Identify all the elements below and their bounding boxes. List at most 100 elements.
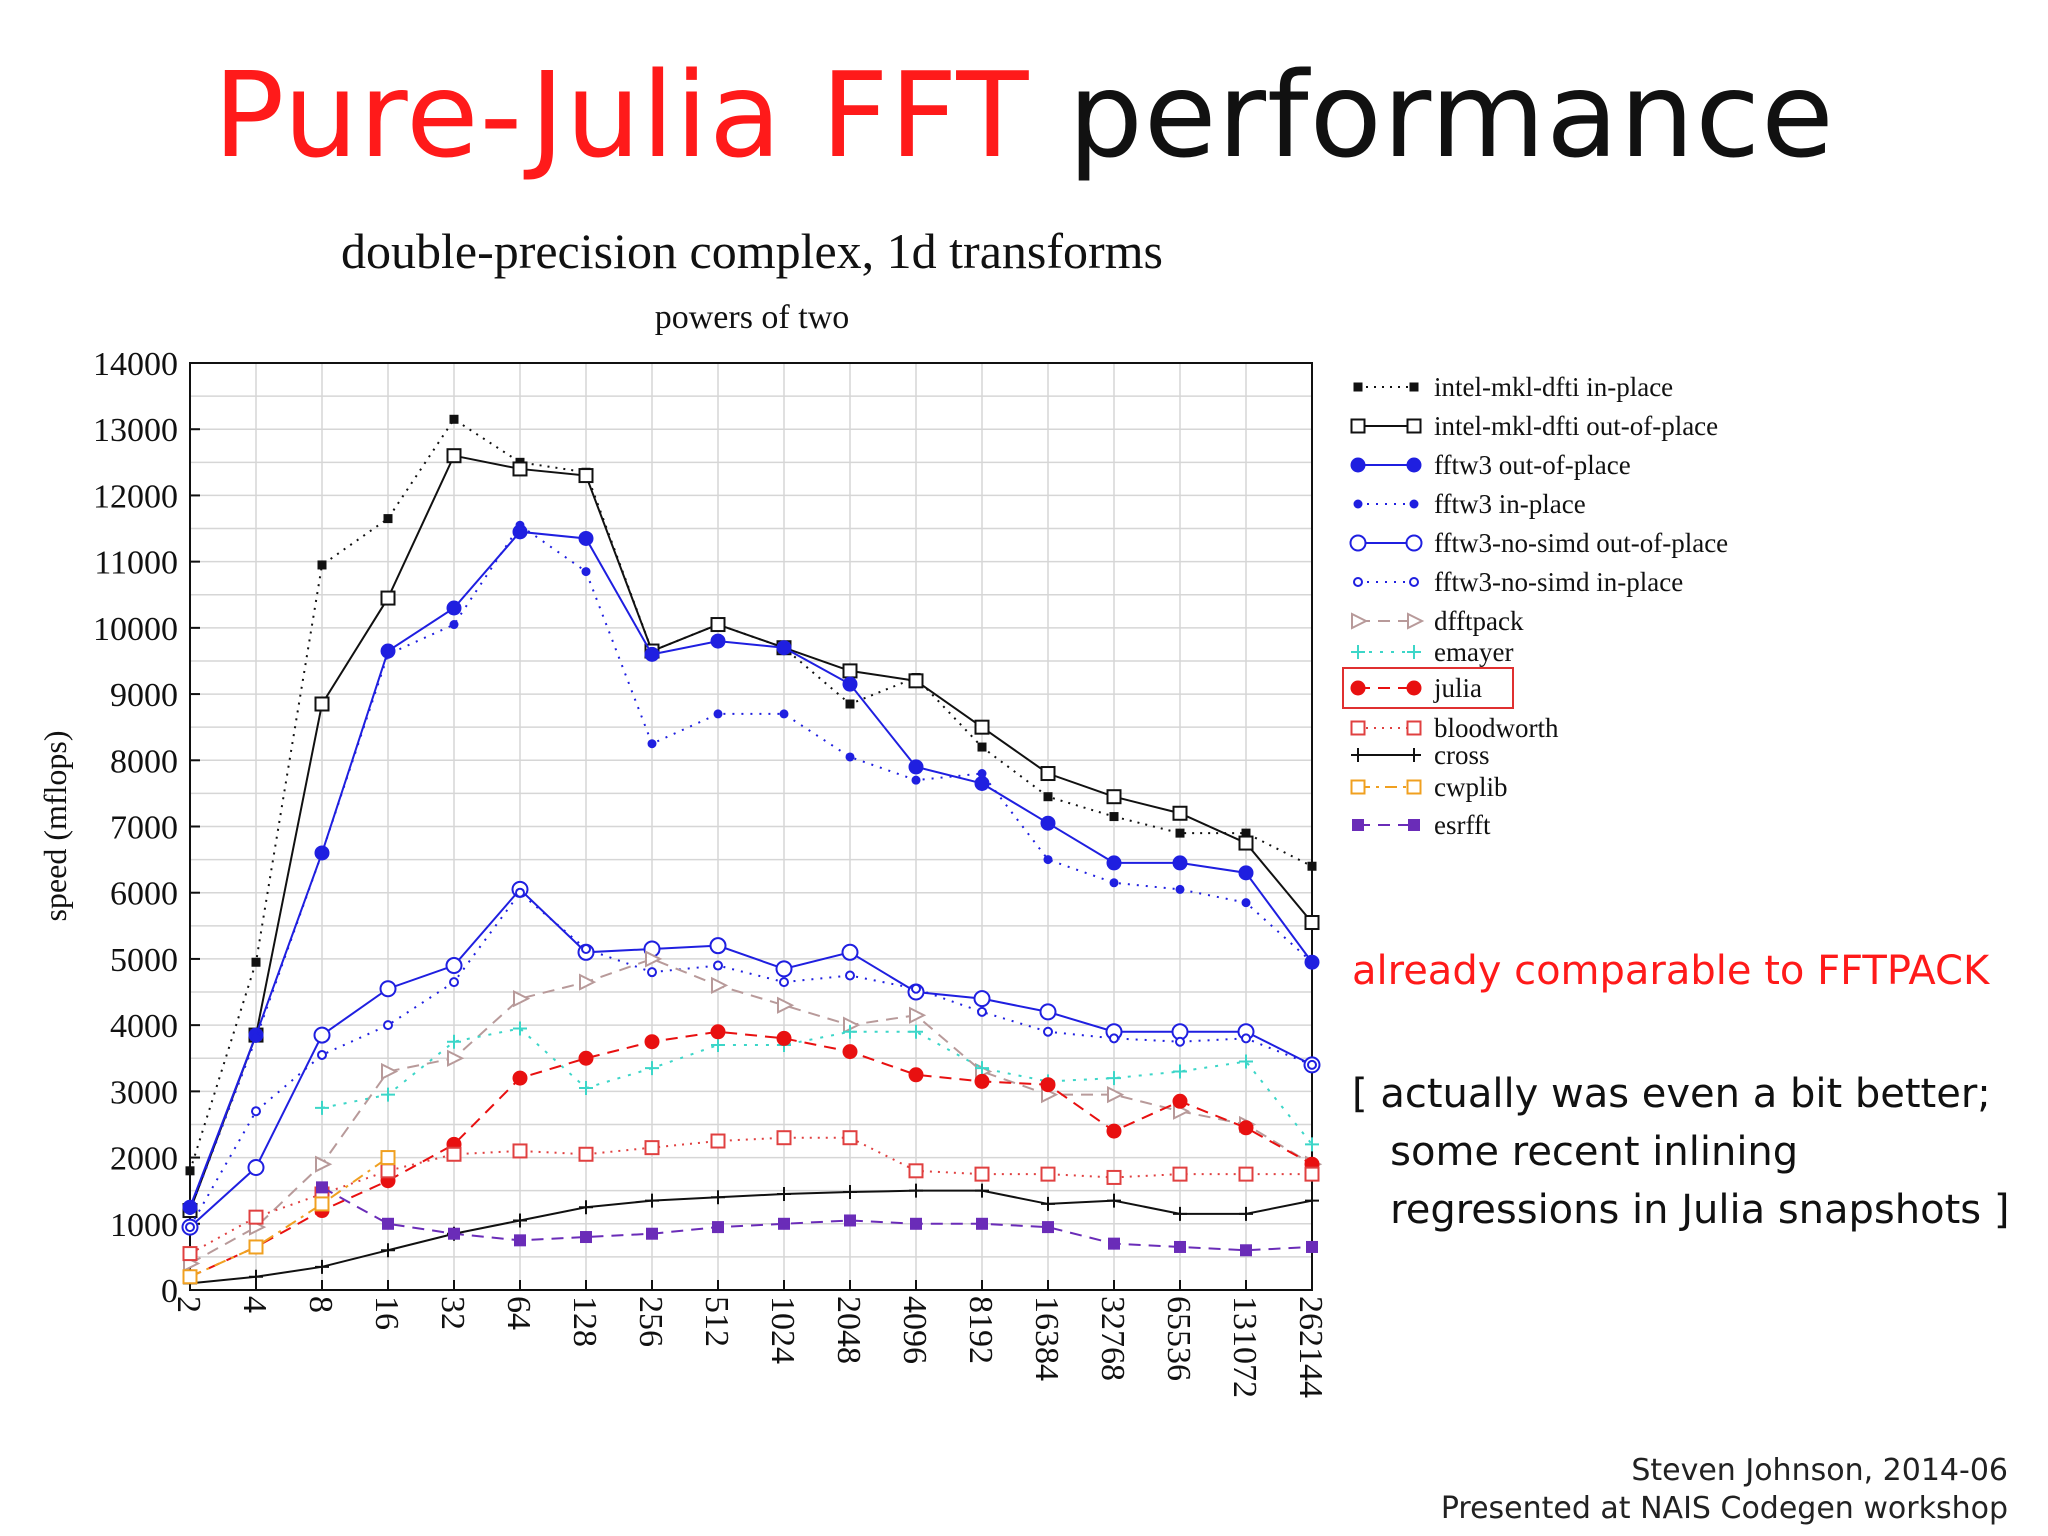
plus-marker [843,1024,857,1039]
open-square-marker [182,1246,198,1262]
plus-marker [315,1100,329,1115]
open-square-marker [710,1133,726,1149]
x-tick-label: 128 [566,1296,603,1347]
legend-label: cwplib [1434,772,1508,802]
series-line [189,887,1313,1228]
open-circle-marker [1175,1036,1185,1047]
open-square-marker [578,1146,594,1162]
series-line [189,530,1313,1208]
open-triangle-marker [579,973,597,991]
x-tick-label: 8 [302,1296,339,1313]
plus-marker [579,1200,593,1215]
filled-circle-marker [578,530,594,546]
series-fftw3-no-simd-in-place [185,887,1317,1233]
legend-item: intel-mkl-dfti out-of-place [1350,411,1718,441]
filled-square-marker [1307,861,1317,871]
filled-circle-marker [1406,680,1422,696]
open-circle-marker [1349,534,1367,552]
plus-marker [1107,1193,1121,1208]
open-square-marker [1304,915,1320,931]
x-tick-label: 4096 [896,1296,933,1364]
series-line [189,957,1313,1265]
plus-marker [1041,1196,1055,1211]
series-line [189,1156,389,1278]
plus-marker [1407,748,1421,762]
filled-circle-marker [1238,1120,1254,1136]
plus-marker [513,1021,527,1036]
filled-circle-marker [911,775,921,785]
legend-item: emayer [1351,637,1513,667]
open-circle-marker [383,1020,393,1031]
open-square-marker [182,1269,198,1285]
filled-circle-marker [1307,957,1317,967]
filled-circle-marker [710,1024,726,1040]
series-emayer [315,1021,1319,1152]
y-axis-label: speed (mflops) [37,730,73,921]
open-square-marker [1406,418,1422,434]
open-square-marker [446,1146,462,1162]
filled-square-marker [712,1221,724,1234]
plus-marker [447,1034,461,1049]
open-square-marker [1172,1166,1188,1182]
open-circle-marker [1039,1003,1057,1021]
filled-circle-marker [710,633,726,649]
open-triangle-marker [315,1155,333,1173]
note-line: [ actually was even a bit better; [1352,1071,1991,1117]
plus-marker [909,1183,923,1198]
filled-circle-marker [779,709,789,719]
open-circle-marker [1241,1033,1251,1044]
open-square-marker [842,663,858,679]
open-square-marker [1350,418,1366,434]
callout-comparable: already comparable to FFTPACK [1352,948,1990,994]
open-triangle-marker [1407,612,1425,630]
credit-author: Steven Johnson, 2014-06 [1631,1453,2008,1488]
open-circle-marker [247,1159,265,1177]
filled-circle-marker [644,646,660,662]
plus-marker [1239,1054,1253,1069]
filled-circle-marker [1040,815,1056,831]
filled-circle-marker [1353,499,1363,509]
plus-marker [843,1185,857,1199]
series-bloodworth [182,1130,1320,1262]
plus-marker [975,1061,989,1076]
filled-circle-marker [1043,855,1053,865]
filled-circle-marker [383,649,393,659]
open-square-marker [1040,766,1056,782]
filled-square-marker [646,1227,658,1240]
open-circle-marker [1043,1026,1053,1037]
plus-marker [1305,1137,1319,1152]
series-cross [183,1183,1319,1291]
credit-venue: Presented at NAIS Codegen workshop [1440,1491,2008,1526]
open-circle-marker [1109,1033,1119,1044]
filled-square-marker [1109,812,1119,822]
series-cwplib [182,1150,396,1285]
note-text: [ actually was even a bit better; some r… [1352,1065,2009,1239]
open-circle-marker [973,990,991,1008]
open-circle-marker [313,1026,331,1044]
series-line [321,1186,1313,1252]
plus-marker [1407,645,1421,659]
open-circle-marker [185,1222,195,1233]
y-tick-label: 0 [161,1273,178,1310]
plus-marker [1173,1206,1187,1221]
legend-item: esrfft [1352,810,1491,840]
open-circle-marker [1353,577,1363,587]
filled-circle-marker [644,1034,660,1050]
open-square-marker [380,1163,396,1179]
y-tick-label: 7000 [110,810,178,847]
filled-square-marker [977,742,987,752]
filled-square-marker [448,1227,460,1240]
plus-marker [711,1190,725,1205]
open-square-marker [842,1130,858,1146]
plus-marker [513,1213,527,1228]
open-square-marker [314,696,330,712]
filled-circle-marker [317,848,327,858]
credit: Steven Johnson, 2014-06 Presented at NAI… [1441,1452,2008,1528]
x-tick-label: 8192 [962,1296,999,1364]
slide-title-red: Pure-Julia FFT [213,46,1030,184]
filled-circle-marker [974,775,990,791]
legend-label: fftw3 in-place [1434,489,1586,519]
y-tick-label: 2000 [110,1141,178,1178]
filled-circle-marker [449,620,459,630]
